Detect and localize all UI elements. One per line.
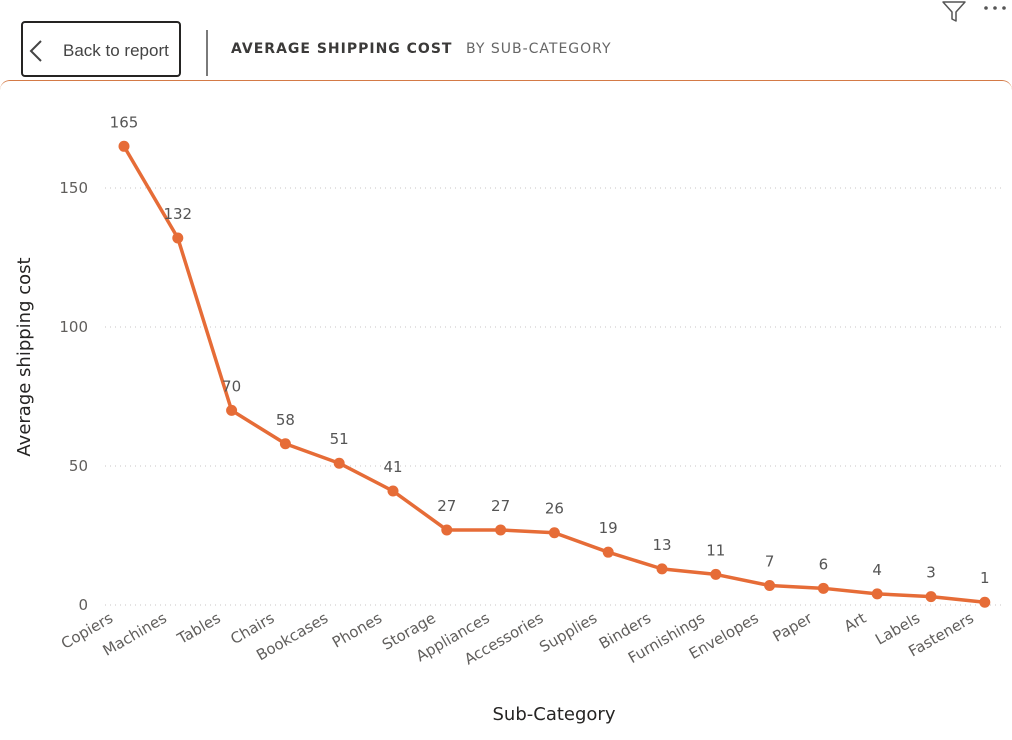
- data-label: 58: [276, 411, 295, 429]
- data-point[interactable]: [764, 580, 776, 592]
- back-to-report-label: Back to report: [63, 41, 169, 60]
- data-point[interactable]: [118, 140, 130, 152]
- y-axis-title: Average shipping cost: [14, 257, 35, 456]
- data-point[interactable]: [279, 438, 291, 450]
- data-point[interactable]: [172, 232, 184, 244]
- data-label: 70: [222, 377, 241, 395]
- more-options-icon[interactable]: [982, 3, 1008, 13]
- x-tick-label: Supplies: [536, 609, 600, 656]
- data-point[interactable]: [656, 563, 668, 575]
- data-label: 26: [545, 500, 564, 518]
- x-tick-label: Paper: [770, 608, 817, 645]
- data-point[interactable]: [226, 404, 238, 416]
- data-point[interactable]: [387, 485, 399, 497]
- page-title: AVERAGE SHIPPING COST: [231, 41, 453, 57]
- chevron-left-icon: [29, 40, 42, 62]
- data-label: 51: [330, 430, 349, 448]
- data-label: 4: [872, 561, 882, 579]
- y-tick-label: 100: [59, 318, 88, 336]
- x-tick-label: Art: [841, 609, 869, 636]
- x-tick-label: Phones: [329, 609, 385, 652]
- y-tick-label: 0: [78, 596, 88, 614]
- data-label: 11: [706, 541, 725, 559]
- data-point[interactable]: [495, 524, 507, 536]
- data-label: 1: [980, 569, 990, 587]
- x-axis-title: Sub-Category: [493, 704, 616, 725]
- page-subtitle: BY SUB-CATEGORY: [466, 41, 612, 57]
- y-tick-label: 150: [59, 179, 88, 197]
- data-label: 41: [383, 458, 402, 476]
- data-point[interactable]: [871, 588, 883, 600]
- data-label: 165: [110, 113, 139, 131]
- data-labels: 165 132 70 58 51 41 27 27 26 19 13 11 7 6 4 3 1: [110, 113, 990, 587]
- data-points: [118, 140, 991, 608]
- chart-frame: [0, 80, 1012, 740]
- data-point[interactable]: [817, 582, 829, 594]
- header-divider: [206, 30, 208, 76]
- back-to-report-button[interactable]: Back to report: [21, 21, 181, 77]
- data-label: 7: [765, 553, 775, 571]
- data-label: 6: [819, 555, 829, 573]
- data-label: 3: [926, 564, 936, 582]
- data-point[interactable]: [548, 527, 560, 539]
- data-label: 19: [599, 519, 618, 537]
- data-point[interactable]: [710, 568, 722, 580]
- filter-icon[interactable]: [941, 0, 967, 24]
- data-point[interactable]: [602, 546, 614, 558]
- data-point[interactable]: [333, 457, 345, 469]
- data-point[interactable]: [441, 524, 453, 536]
- data-label: 13: [652, 536, 671, 554]
- data-point[interactable]: [979, 596, 991, 608]
- gridlines: [105, 187, 1005, 606]
- x-tick-label: Tables: [173, 609, 223, 648]
- y-tick-label: 50: [69, 457, 88, 475]
- data-point[interactable]: [925, 591, 937, 603]
- data-label: 27: [437, 497, 456, 515]
- data-label: 132: [163, 205, 192, 223]
- data-label: 27: [491, 497, 510, 515]
- y-axis-ticks: 0 50 100 150: [59, 179, 88, 614]
